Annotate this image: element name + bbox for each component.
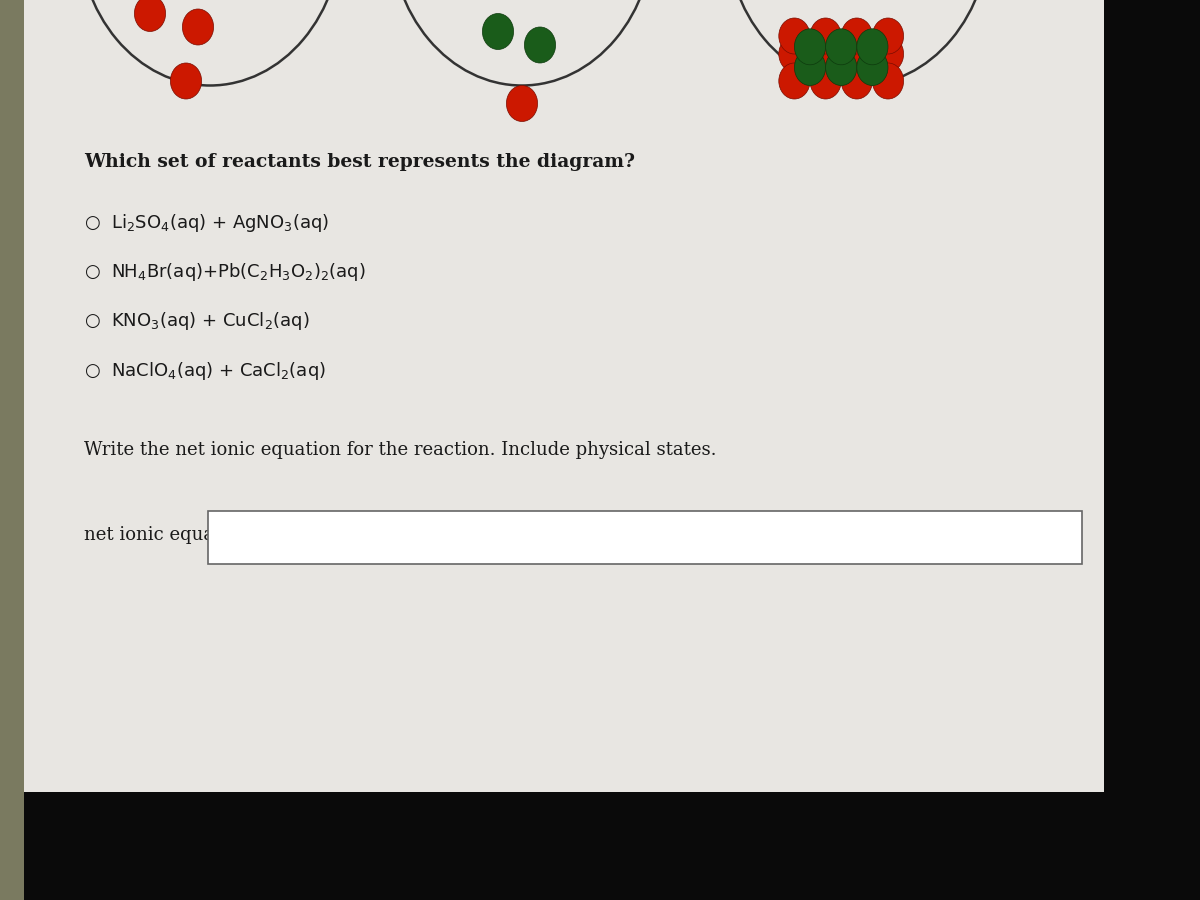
Ellipse shape [726,0,990,86]
Text: $\bigcirc$  NaClO$_4$(aq) + CaCl$_2$(aq): $\bigcirc$ NaClO$_4$(aq) + CaCl$_2$(aq) [84,360,326,382]
Text: Write the net ionic equation for the reaction. Include physical states.: Write the net ionic equation for the rea… [84,441,716,459]
Ellipse shape [810,18,841,54]
Ellipse shape [841,36,872,72]
Ellipse shape [524,27,556,63]
Ellipse shape [872,18,904,54]
Ellipse shape [182,9,214,45]
Ellipse shape [872,36,904,72]
Bar [0,0,24,900]
Ellipse shape [857,50,888,86]
Ellipse shape [170,63,202,99]
FancyBboxPatch shape [208,511,1082,564]
Ellipse shape [810,36,841,72]
Ellipse shape [482,14,514,50]
Text: $\bigcirc$  NH$_4$Br(aq)+Pb(C$_2$H$_3$O$_2$)$_2$(aq): $\bigcirc$ NH$_4$Br(aq)+Pb(C$_2$H$_3$O$_… [84,261,366,283]
Ellipse shape [506,86,538,122]
Ellipse shape [872,63,904,99]
Ellipse shape [134,0,166,32]
Ellipse shape [779,36,810,72]
Ellipse shape [826,29,857,65]
Text: $\bigcirc$  KNO$_3$(aq) + CuCl$_2$(aq): $\bigcirc$ KNO$_3$(aq) + CuCl$_2$(aq) [84,310,310,332]
Ellipse shape [794,50,826,86]
Ellipse shape [841,18,872,54]
Text: $\bigcirc$  Li$_2$SO$_4$(aq) + AgNO$_3$(aq): $\bigcirc$ Li$_2$SO$_4$(aq) + AgNO$_3$(a… [84,212,329,233]
Ellipse shape [826,50,857,86]
Text: Which set of reactants best represents the diagram?: Which set of reactants best represents t… [84,153,635,171]
Ellipse shape [78,0,342,86]
Ellipse shape [390,0,654,86]
Ellipse shape [779,18,810,54]
Ellipse shape [810,63,841,99]
Text: net ionic equation:: net ionic equation: [84,526,256,544]
Ellipse shape [857,29,888,65]
Ellipse shape [794,29,826,65]
Bar [0,0,1104,792]
Ellipse shape [841,63,872,99]
Ellipse shape [779,63,810,99]
